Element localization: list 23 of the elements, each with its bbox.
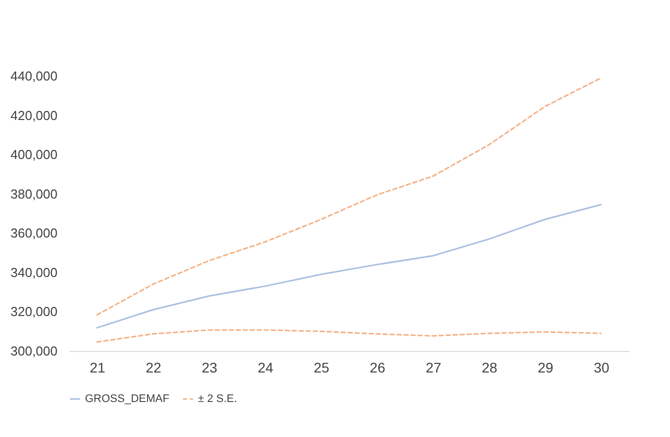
x-tick-label: 23 [202, 360, 218, 376]
x-tick-label: 29 [538, 360, 554, 376]
x-tick-label: 21 [90, 360, 106, 376]
x-tick-label: 25 [314, 360, 330, 376]
x-tick-label: 24 [258, 360, 274, 376]
y-tick-label: 420,000 [10, 108, 58, 123]
line-series [96, 204, 602, 329]
legend-label: GROSS_DEMAF [85, 393, 170, 405]
x-tick-label: 28 [482, 360, 498, 376]
line-series [96, 77, 602, 316]
y-tick-label: 360,000 [10, 226, 58, 241]
x-tick-label: 26 [370, 360, 386, 376]
x-tick-label: 27 [426, 360, 442, 376]
y-tick-label: 300,000 [10, 344, 58, 358]
y-tick-label: 340,000 [10, 264, 58, 280]
y-tick-label: 400,000 [10, 147, 58, 162]
x-tick-label: 22 [146, 360, 162, 376]
y-tick-label: 380,000 [10, 186, 58, 202]
y-tick-label: 440,000 [10, 68, 58, 84]
line-series [96, 329, 602, 343]
y-tick-label: 320,000 [10, 304, 58, 320]
legend-label: ± 2 S.E. [198, 393, 238, 405]
x-tick-label: 30 [594, 360, 610, 376]
